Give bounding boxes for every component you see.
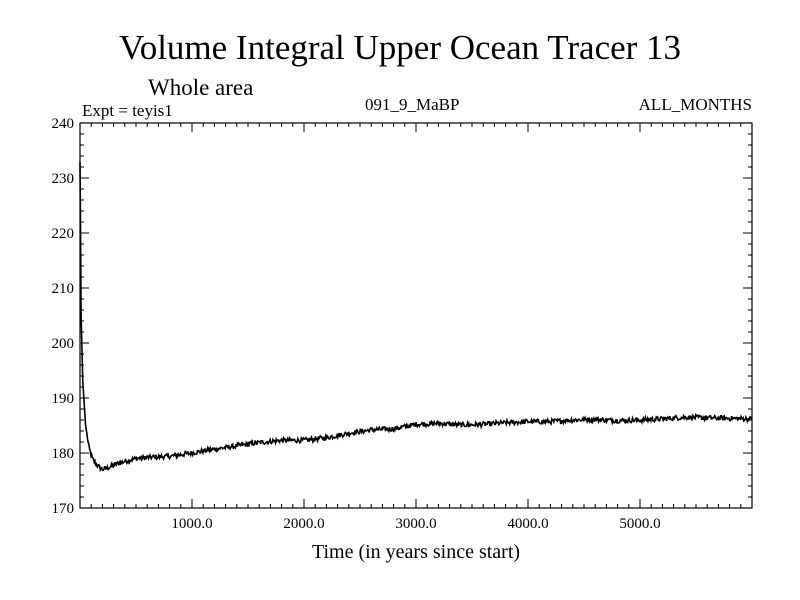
y-tick-label: 170 [52, 501, 75, 517]
y-tick-label: 190 [52, 391, 75, 407]
y-tick-label: 220 [52, 226, 75, 242]
y-tick-label: 230 [52, 171, 75, 187]
y-tick-label: 210 [52, 281, 75, 297]
months-label: ALL_MONTHS [638, 95, 752, 114]
x-tick-label: 3000.0 [395, 516, 436, 532]
x-tick-label: 2000.0 [283, 516, 324, 532]
plot-frame [79, 122, 753, 509]
experiment-label: Expt = teyis1 [82, 101, 173, 120]
x-tick-label: 1000.0 [171, 516, 212, 532]
y-tick-label: 180 [52, 446, 75, 462]
axis-ticks [80, 123, 752, 508]
y-tick-label: 200 [52, 336, 75, 352]
chart-title: Volume Integral Upper Ocean Tracer 13 [118, 28, 682, 67]
x-tick-label: 5000.0 [619, 516, 660, 532]
axis-tick-labels: 1000.0 2000.0 3000.0 4000.0 5000.0 170 180 190 2… [52, 116, 661, 532]
chart-subtitle: Whole area [148, 75, 254, 100]
x-axis-label: Time (in years since start) [312, 541, 520, 563]
x-tick-label: 4000.0 [507, 516, 548, 532]
run-id-label: 091_9_MaBP [365, 95, 460, 114]
y-tick-label: 240 [52, 116, 75, 132]
series-line [79, 161, 753, 473]
